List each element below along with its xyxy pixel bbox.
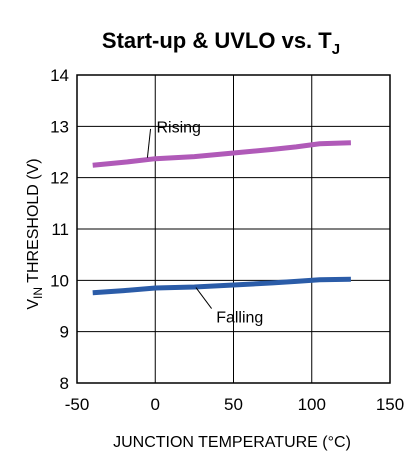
grid (77, 75, 390, 383)
y-tick-label: 12 (50, 169, 69, 188)
x-tick-label: 0 (151, 395, 160, 414)
chart-title: Start-up & UVLO vs. TJ (102, 28, 340, 58)
plot-frame (76, 74, 391, 384)
series-line-falling (92, 276, 351, 296)
y-tick-label: 13 (50, 117, 69, 136)
y-tick-label: 14 (50, 66, 69, 85)
series-label-falling: Falling (216, 309, 263, 326)
series-line-rising (92, 140, 351, 168)
tick-labels: -50 0 50 100 150 8 9 10 11 12 13 14 (50, 66, 404, 414)
falling-leader-line (195, 287, 212, 309)
x-tick-label: 50 (224, 395, 243, 414)
y-axis-label: VIN THRESHOLD (V) (25, 158, 45, 309)
y-tick-label: 11 (51, 220, 69, 239)
x-tick-label: -50 (65, 395, 90, 414)
y-tick-label: 8 (60, 374, 69, 393)
y-tick-label: 10 (50, 271, 69, 290)
y-tick-label: 9 (60, 323, 69, 342)
x-tick-label: 150 (376, 395, 404, 414)
x-tick-label: 100 (298, 395, 326, 414)
series-lines (92, 140, 351, 296)
series-label-rising: Rising (156, 119, 200, 136)
x-axis-label: JUNCTION TEMPERATURE (°C) (113, 434, 351, 451)
rising-leader-line (146, 128, 152, 158)
